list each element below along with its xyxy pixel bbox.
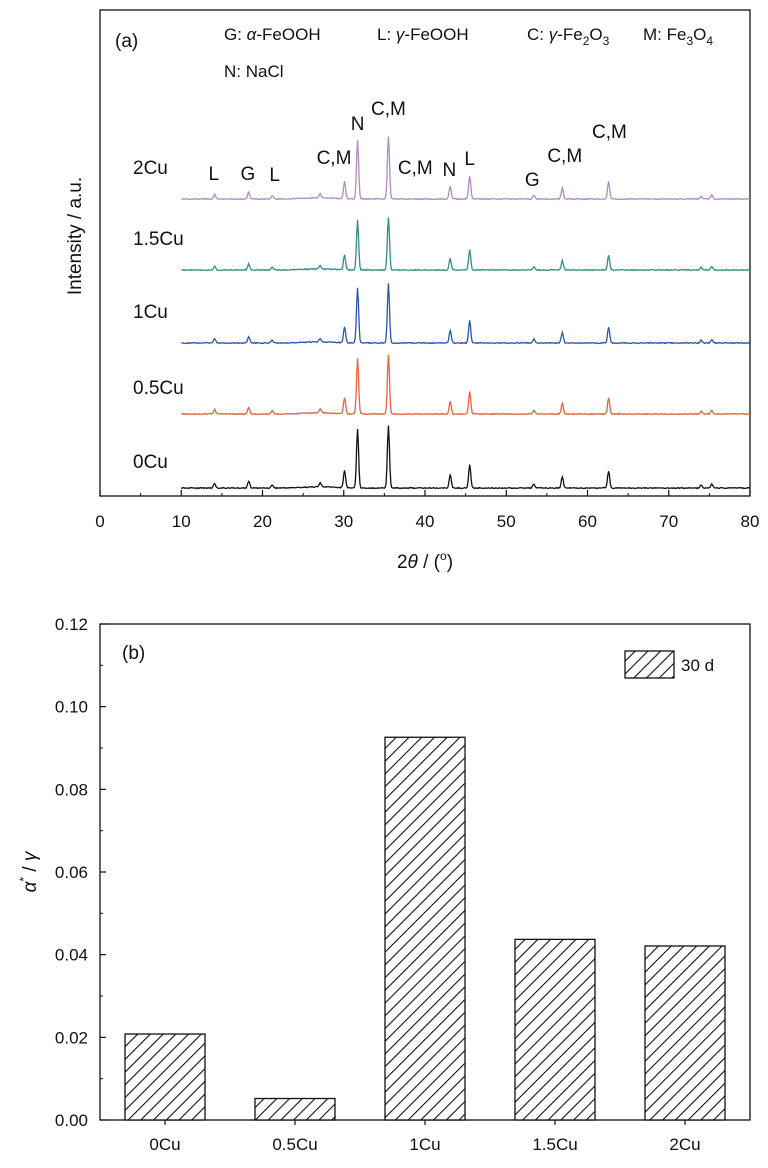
legend-goethite: G: α-FeOOH	[224, 25, 321, 44]
bar-0.5Cu	[254, 1097, 336, 1121]
peak-label: N	[443, 160, 457, 181]
x-tick-label: 30	[334, 512, 353, 531]
panel-b-bars: 0Cu 0.5Cu 1Cu 1.5Cu 2Cu	[124, 736, 726, 1154]
panel-b-label: (b)	[122, 643, 145, 664]
panel-a-x-axis: 0 10 20 30 40 50 60 70 80	[95, 490, 759, 531]
x-tick-label: 20	[253, 512, 272, 531]
y-tick-label: 0.00	[55, 1111, 88, 1130]
series-label-2Cu: 2Cu	[133, 158, 168, 179]
xrd-pattern-0.5Cu	[180, 354, 751, 416]
x-tick-label: 10	[172, 512, 191, 531]
x-tick-label: 1.5Cu	[532, 1135, 577, 1154]
legend-label-30d: 30 d	[681, 656, 714, 675]
legend-maghemite: C: γ-Fe2O3	[527, 25, 610, 48]
peak-label: C,M	[317, 148, 352, 169]
panel-a-x-axis-title: 2θ / (o)	[397, 549, 453, 573]
xrd-pattern-0Cu	[180, 425, 751, 490]
y-tick-label: 0.10	[55, 698, 88, 717]
y-tick-label: 0.08	[55, 780, 88, 799]
x-tick-label: 0	[95, 512, 104, 531]
bar-0Cu	[124, 1033, 206, 1121]
x-tick-label: 80	[741, 512, 760, 531]
bar-1Cu	[384, 736, 466, 1121]
x-tick-label: 70	[659, 512, 678, 531]
peak-label: G	[240, 164, 255, 185]
panel-b-axes: 0.00 0.02 0.04 0.06 0.08 0.10 0.12	[55, 615, 106, 1130]
panel-a-label: (a)	[115, 31, 138, 52]
panel-b-legend: 30 d	[624, 650, 714, 679]
peak-label: L	[269, 165, 280, 186]
legend-lepidocrocite: L: γ-FeOOH	[377, 25, 469, 44]
peak-label: C,M	[547, 146, 582, 167]
peak-label: C,M	[592, 122, 627, 143]
xrd-pattern-1.5Cu	[181, 217, 751, 272]
peak-label: L	[208, 164, 219, 185]
peak-label: C,M	[371, 99, 406, 120]
x-tick-label: 0Cu	[149, 1135, 180, 1154]
panel-a-frame	[99, 9, 751, 497]
series-label-0Cu: 0Cu	[133, 452, 168, 473]
y-tick-label: 0.04	[55, 946, 88, 965]
x-tick-label: 60	[578, 512, 597, 531]
peak-label: L	[464, 149, 475, 170]
bar-2Cu	[644, 945, 726, 1121]
series-label-1Cu: 1Cu	[133, 302, 168, 323]
legend-nacl: N: NaCl	[224, 62, 284, 81]
series-label-1.5Cu: 1.5Cu	[133, 229, 184, 250]
x-tick-label: 0.5Cu	[272, 1135, 317, 1154]
phase-legend: G: α-FeOOH L: γ-FeOOH C: γ-Fe2O3 M: Fe3O…	[224, 25, 713, 81]
x-tick-label: 2Cu	[669, 1135, 700, 1154]
y-tick-label: 0.06	[55, 863, 88, 882]
x-tick-label: 1Cu	[409, 1135, 440, 1154]
legend-magnetite: M: Fe3O4	[643, 25, 713, 48]
panel-b: (b) 0.00 0.02 0.04 0.06 0.08 0.10 0.12 0Cu 0.5C…	[17, 615, 751, 1154]
series-label-0.5Cu: 0.5Cu	[133, 378, 184, 399]
xrd-pattern-2Cu	[181, 136, 751, 201]
panel-b-y-axis-title: α* / γ	[17, 850, 41, 892]
y-tick-label: 0.12	[55, 615, 88, 634]
peak-label: C,M	[398, 158, 433, 179]
panel-a-y-axis-title: Intensity / a.u.	[65, 177, 86, 295]
xrd-pattern-1Cu	[181, 283, 751, 345]
x-tick-label: 40	[416, 512, 435, 531]
x-tick-label: 50	[497, 512, 516, 531]
bar-1.5Cu	[514, 938, 596, 1121]
legend-swatch-30d	[624, 650, 675, 679]
panel-a: (a) G: α-FeOOH L: γ-FeOOH C: γ-Fe2O3 M: …	[65, 9, 759, 573]
peak-label: G	[525, 170, 540, 191]
y-tick-label: 0.02	[55, 1028, 88, 1047]
panel-a-series: 0Cu 0.5Cu 1Cu 1.5Cu 2Cu	[133, 136, 751, 490]
peak-label: N	[351, 114, 365, 135]
